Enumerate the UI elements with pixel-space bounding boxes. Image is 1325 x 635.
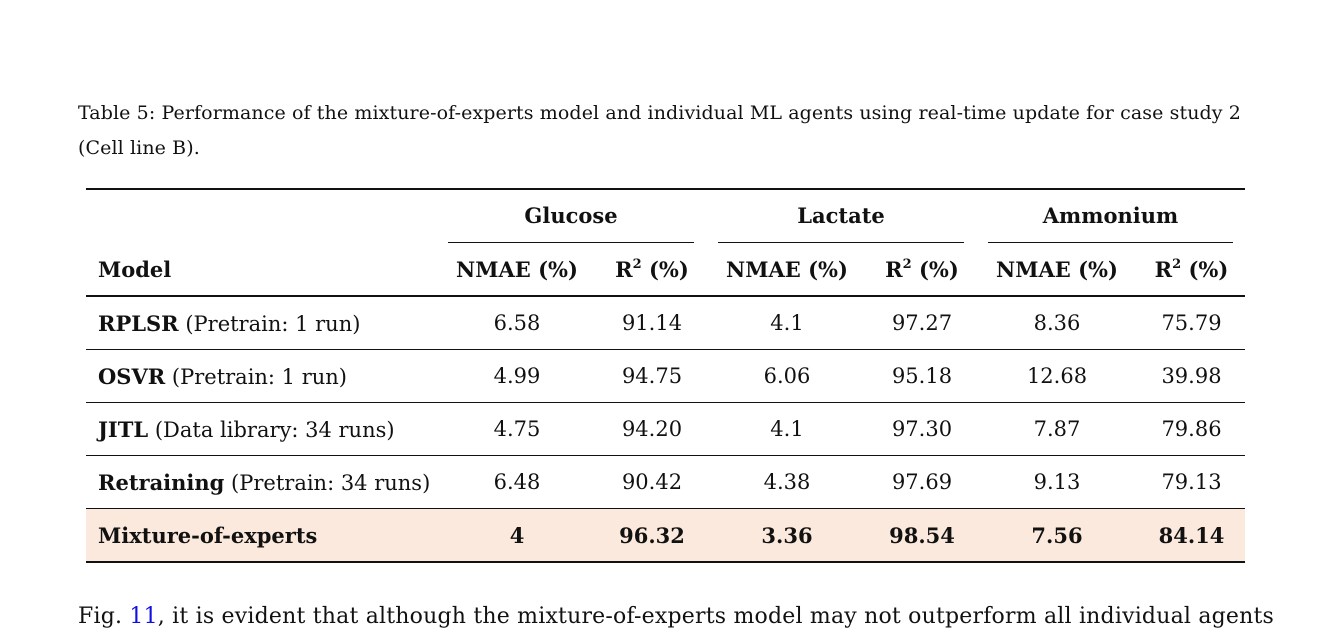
lactate-nmae-cell: 4.1 — [706, 402, 868, 456]
glucose-r2-cell: 94.75 — [598, 349, 706, 403]
lactate-r2-cell: 95.18 — [868, 349, 976, 403]
table-row-jitl: JITL (Data library: 34 runs) 4.75 94.20 … — [86, 402, 1245, 456]
group-ammonium: Ammonium — [976, 189, 1245, 243]
table-row-retraining: Retraining (Pretrain: 34 runs) 6.48 90.4… — [86, 455, 1245, 509]
ammonium-nmae-cell: 8.36 — [976, 296, 1138, 350]
lactate-r2-cell: 97.27 — [868, 296, 976, 350]
group-ammonium-label: Ammonium — [988, 190, 1233, 243]
lactate-r2-header: R2 (%) — [868, 243, 976, 297]
r2-superscript: 2 — [632, 256, 642, 272]
glucose-r2-cell: 90.42 — [598, 455, 706, 509]
r2-base: R — [1154, 256, 1173, 282]
model-note: (Pretrain: 34 runs) — [231, 470, 431, 495]
ammonium-nmae-cell: 7.87 — [976, 402, 1138, 456]
column-header-row: Model NMAE (%) R2 (%) NMAE (%) R2 (%) NM… — [86, 243, 1245, 297]
model-note: (Data library: 34 runs) — [154, 417, 395, 442]
model-cell: Mixture-of-experts — [86, 508, 436, 563]
r2-base: R — [615, 256, 633, 282]
results-table: Glucose Lactate Ammonium Model NMAE (%) … — [86, 188, 1245, 563]
glucose-nmae-cell: 4.99 — [436, 349, 598, 403]
r2-unit: (%) — [1181, 256, 1229, 282]
table-row-rplsr: RPLSR (Pretrain: 1 run) 6.58 91.14 4.1 9… — [86, 296, 1245, 350]
lactate-r2-cell: 97.69 — [868, 455, 976, 509]
group-header-row: Glucose Lactate Ammonium — [86, 189, 1245, 243]
glucose-r2-cell: 91.14 — [598, 296, 706, 350]
model-cell: OSVR (Pretrain: 1 run) — [86, 349, 436, 403]
table-caption: Table 5: Performance of the mixture-of-e… — [78, 102, 1241, 159]
ammonium-r2-cell: 84.14 — [1138, 508, 1245, 563]
model-name: Mixture-of-experts — [98, 522, 318, 548]
lactate-r2-cell: 98.54 — [868, 508, 976, 563]
group-lactate: Lactate — [706, 189, 976, 243]
r2-unit: (%) — [641, 256, 689, 282]
ammonium-r2-cell: 75.79 — [1138, 296, 1245, 350]
glucose-nmae-header: NMAE (%) — [436, 243, 598, 297]
ammonium-r2-cell: 79.86 — [1138, 402, 1245, 456]
r2-base: R — [885, 256, 903, 282]
glucose-nmae-cell: 4 — [436, 508, 598, 563]
lactate-nmae-cell: 3.36 — [706, 508, 868, 563]
glucose-nmae-cell: 6.58 — [436, 296, 598, 350]
table-row-mixture-of-experts: Mixture-of-experts 4 96.32 3.36 98.54 7.… — [86, 508, 1245, 563]
ammonium-nmae-cell: 12.68 — [976, 349, 1138, 403]
group-glucose: Glucose — [436, 189, 706, 243]
ammonium-r2-header: R2 (%) — [1138, 243, 1245, 297]
glucose-r2-cell: 94.20 — [598, 402, 706, 456]
ammonium-r2-cell: 39.98 — [1138, 349, 1245, 403]
model-name: RPLSR — [98, 310, 179, 336]
table-row-osvr: OSVR (Pretrain: 1 run) 4.99 94.75 6.06 9… — [86, 349, 1245, 403]
group-glucose-label: Glucose — [448, 190, 694, 243]
body-paragraph: Fig. 11, it is evident that although the… — [78, 604, 1274, 629]
body-suffix: , it is evident that although the mixtur… — [157, 604, 1275, 629]
model-cell: Retraining (Pretrain: 34 runs) — [86, 455, 436, 509]
body-prefix: Fig. — [78, 604, 130, 629]
model-name: Retraining — [98, 469, 225, 495]
glucose-nmae-cell: 6.48 — [436, 455, 598, 509]
lactate-nmae-header: NMAE (%) — [706, 243, 868, 297]
empty-corner-cell — [86, 189, 436, 243]
r2-superscript: 2 — [1172, 256, 1182, 272]
lactate-nmae-cell: 6.06 — [706, 349, 868, 403]
model-cell: RPLSR (Pretrain: 1 run) — [86, 296, 436, 350]
glucose-nmae-cell: 4.75 — [436, 402, 598, 456]
model-note: (Pretrain: 1 run) — [185, 311, 361, 336]
model-note: (Pretrain: 1 run) — [171, 364, 348, 389]
ammonium-r2-cell: 79.13 — [1138, 455, 1245, 509]
model-name: JITL — [98, 416, 149, 442]
ammonium-nmae-cell: 9.13 — [976, 455, 1138, 509]
model-column-header: Model — [86, 243, 436, 297]
figure-reference-link[interactable]: 11 — [129, 604, 158, 629]
model-name: OSVR — [98, 363, 166, 389]
lactate-nmae-cell: 4.1 — [706, 296, 868, 350]
ammonium-nmae-header: NMAE (%) — [976, 243, 1138, 297]
model-cell: JITL (Data library: 34 runs) — [86, 402, 436, 456]
lactate-nmae-cell: 4.38 — [706, 455, 868, 509]
glucose-r2-header: R2 (%) — [598, 243, 706, 297]
r2-superscript: 2 — [902, 256, 912, 272]
ammonium-nmae-cell: 7.56 — [976, 508, 1138, 563]
lactate-r2-cell: 97.30 — [868, 402, 976, 456]
glucose-r2-cell: 96.32 — [598, 508, 706, 563]
group-lactate-label: Lactate — [718, 190, 964, 243]
r2-unit: (%) — [911, 256, 959, 282]
